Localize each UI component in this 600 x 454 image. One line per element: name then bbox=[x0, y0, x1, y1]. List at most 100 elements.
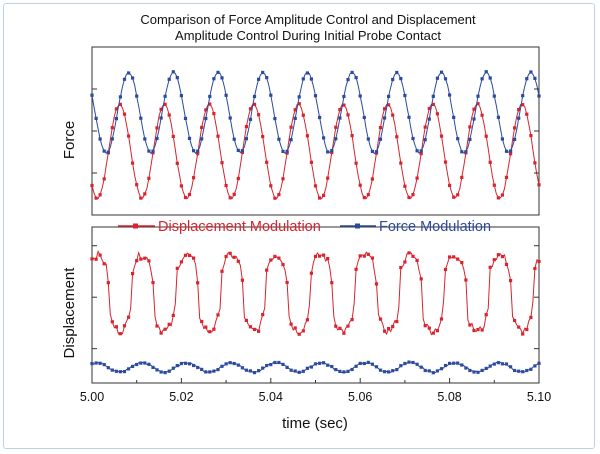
data-point bbox=[472, 117, 476, 121]
data-point bbox=[415, 362, 419, 366]
data-point bbox=[326, 150, 330, 154]
axis-ticks: 5.00 5.02 5.04 5.06 5.08 5.10 bbox=[80, 88, 551, 404]
data-point bbox=[261, 70, 265, 75]
data-point bbox=[135, 362, 139, 367]
data-point bbox=[175, 364, 179, 368]
data-point bbox=[277, 360, 281, 365]
data-point bbox=[98, 361, 102, 365]
data-point bbox=[529, 70, 533, 74]
data-point bbox=[163, 371, 167, 375]
data-point bbox=[171, 313, 175, 317]
data-point bbox=[297, 332, 301, 336]
data-point bbox=[131, 272, 135, 276]
data-point bbox=[480, 113, 484, 117]
data-point bbox=[147, 149, 151, 153]
data-point bbox=[293, 369, 297, 373]
data-point bbox=[98, 253, 102, 257]
data-point bbox=[366, 252, 370, 256]
data-point bbox=[277, 256, 281, 260]
data-point bbox=[346, 113, 350, 117]
data-point bbox=[513, 318, 517, 323]
data-point bbox=[151, 365, 155, 369]
data-point bbox=[411, 136, 415, 141]
data-point bbox=[252, 371, 257, 375]
data-point bbox=[334, 368, 338, 372]
data-point bbox=[200, 319, 204, 324]
data-point bbox=[476, 94, 480, 98]
data-point bbox=[452, 115, 456, 119]
data-point bbox=[143, 256, 147, 260]
data-point bbox=[98, 137, 102, 141]
data-point bbox=[488, 160, 492, 164]
data-point bbox=[460, 363, 464, 367]
data-point bbox=[484, 366, 488, 370]
data-point bbox=[187, 136, 192, 140]
data-point bbox=[529, 134, 533, 138]
data-point bbox=[399, 265, 403, 270]
data-point bbox=[261, 135, 265, 139]
data-point bbox=[102, 149, 106, 153]
data-point bbox=[407, 115, 411, 119]
data-point bbox=[338, 369, 342, 373]
data-point bbox=[293, 326, 297, 330]
data-point bbox=[220, 364, 224, 368]
data-point bbox=[248, 107, 253, 111]
data-point bbox=[269, 184, 273, 188]
data-point bbox=[448, 255, 452, 259]
data-point bbox=[252, 102, 257, 106]
data-point bbox=[362, 115, 366, 120]
data-point bbox=[159, 107, 163, 111]
data-point bbox=[216, 313, 220, 317]
data-point bbox=[460, 150, 464, 154]
data-point bbox=[102, 262, 106, 266]
data-point bbox=[131, 161, 135, 165]
data-point bbox=[244, 368, 248, 372]
data-point bbox=[232, 361, 236, 366]
data-point bbox=[179, 94, 183, 98]
legend: Displacement Modulation Force Modulation bbox=[118, 219, 491, 235]
series-force-panel-0 bbox=[90, 70, 541, 155]
data-point bbox=[212, 327, 216, 331]
data-point bbox=[374, 150, 379, 154]
data-point bbox=[313, 94, 318, 98]
data-point bbox=[301, 329, 305, 333]
data-point bbox=[232, 192, 236, 196]
data-point bbox=[488, 76, 492, 80]
legend-marker-displacement bbox=[133, 223, 138, 229]
data-point bbox=[281, 362, 285, 366]
data-point bbox=[106, 150, 110, 154]
data-point bbox=[537, 361, 541, 365]
data-point bbox=[427, 117, 431, 121]
data-point bbox=[167, 322, 171, 326]
data-point bbox=[163, 102, 167, 106]
data-point bbox=[224, 362, 228, 366]
data-point bbox=[220, 269, 224, 273]
data-point bbox=[411, 193, 415, 197]
data-point bbox=[114, 325, 118, 329]
data-point bbox=[212, 369, 216, 373]
data-point bbox=[257, 369, 261, 373]
data-point bbox=[403, 93, 407, 98]
data-point bbox=[378, 137, 383, 141]
data-point bbox=[248, 325, 253, 329]
data-point bbox=[525, 368, 529, 373]
data-point bbox=[342, 370, 346, 374]
data-point bbox=[131, 364, 135, 368]
data-point bbox=[342, 103, 346, 107]
data-point bbox=[301, 369, 305, 373]
data-point bbox=[415, 258, 419, 262]
x-tick-label: 5.10 bbox=[527, 390, 551, 404]
data-point bbox=[443, 363, 448, 368]
x-tick-label: 5.06 bbox=[348, 390, 372, 404]
data-point bbox=[265, 268, 269, 272]
data-point bbox=[346, 324, 350, 328]
data-point bbox=[196, 149, 200, 153]
data-point bbox=[261, 366, 265, 370]
data-point bbox=[155, 136, 159, 141]
data-point bbox=[334, 125, 338, 129]
legend-label-displacement: Displacement Modulation bbox=[158, 219, 321, 235]
data-point bbox=[192, 363, 196, 368]
data-point bbox=[183, 116, 188, 120]
data-point bbox=[387, 370, 391, 374]
